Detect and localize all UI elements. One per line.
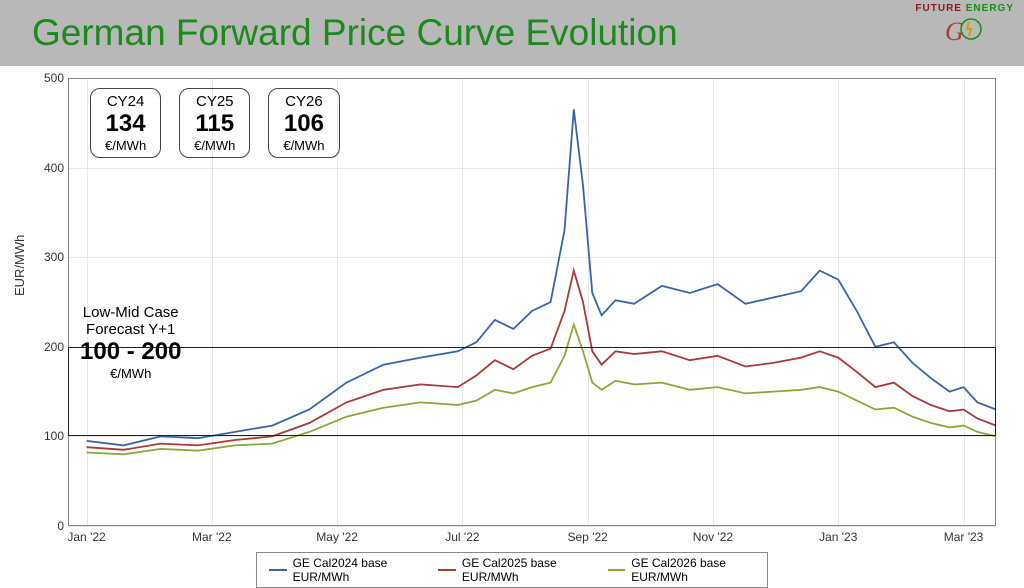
info-unit: €/MWh	[105, 138, 146, 153]
summary-boxes: CY24 134 €/MWh CY25 115 €/MWh CY26 106 €…	[90, 88, 340, 158]
chart-legend: GE Cal2024 base EUR/MWh GE Cal2025 base E…	[256, 552, 768, 588]
forecast-unit: €/MWh	[80, 366, 181, 381]
info-unit: €/MWh	[194, 138, 235, 153]
logo-text: FUTURE ENERGY	[915, 3, 1014, 14]
chart-container: EUR/MWh Low-Mid Case Forecast Y+1 100 - …	[0, 66, 1024, 576]
logo-icon: G	[915, 14, 1014, 49]
info-unit: €/MWh	[283, 138, 324, 153]
info-box-cy24: CY24 134 €/MWh	[90, 88, 161, 158]
info-label: CY24	[105, 93, 146, 110]
forecast-value: 100 - 200	[80, 338, 181, 366]
forecast-line2: Forecast Y+1	[80, 321, 181, 338]
legend-item: GE Cal2026 base EUR/MWh	[608, 556, 755, 584]
legend-item: GE Cal2024 base EUR/MWh	[269, 556, 416, 584]
page-title: German Forward Price Curve Evolution	[32, 12, 678, 54]
forecast-line1: Low-Mid Case	[80, 304, 181, 321]
info-value: 106	[283, 110, 324, 138]
y-axis-label: EUR/MWh	[12, 235, 27, 296]
forecast-annotation: Low-Mid Case Forecast Y+1 100 - 200 €/MW…	[80, 304, 181, 381]
info-box-cy25: CY25 115 €/MWh	[179, 88, 250, 158]
info-label: CY26	[283, 93, 324, 110]
info-box-cy26: CY26 106 €/MWh	[268, 88, 339, 158]
brand-logo: FUTURE ENERGY G	[915, 3, 1014, 49]
info-value: 115	[194, 110, 235, 138]
header-bar: German Forward Price Curve Evolution FUT…	[0, 0, 1024, 66]
info-label: CY25	[194, 93, 235, 110]
forecast-band-box	[68, 347, 996, 437]
legend-item: GE Cal2025 base EUR/MWh	[438, 556, 585, 584]
info-value: 134	[105, 110, 146, 138]
